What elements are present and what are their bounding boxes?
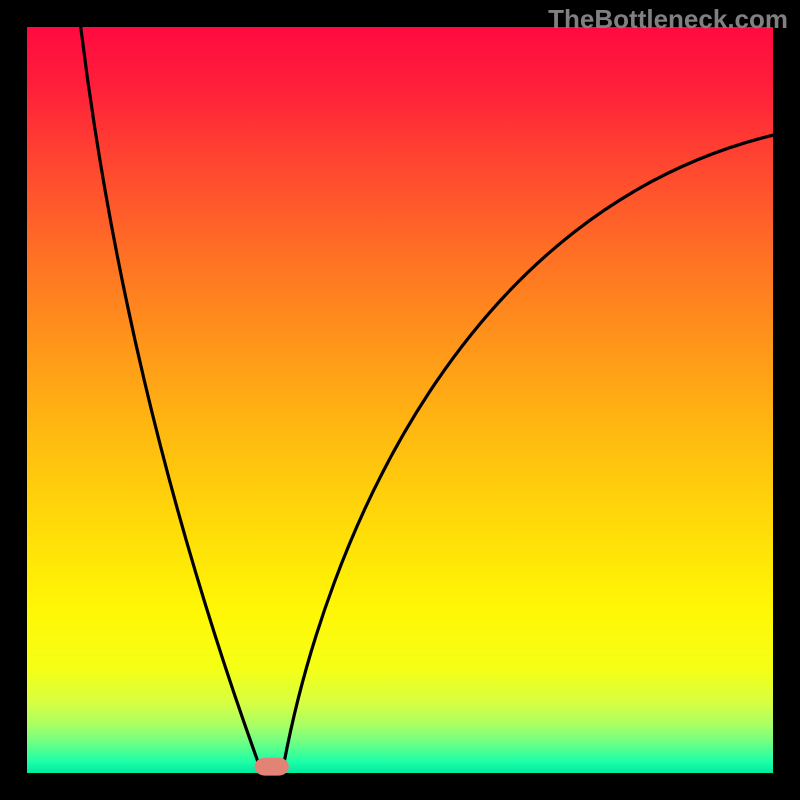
optimum-marker xyxy=(255,758,289,776)
bottleneck-chart xyxy=(0,0,800,800)
chart-gradient-background xyxy=(27,27,773,773)
watermark-text: TheBottleneck.com xyxy=(548,4,788,35)
